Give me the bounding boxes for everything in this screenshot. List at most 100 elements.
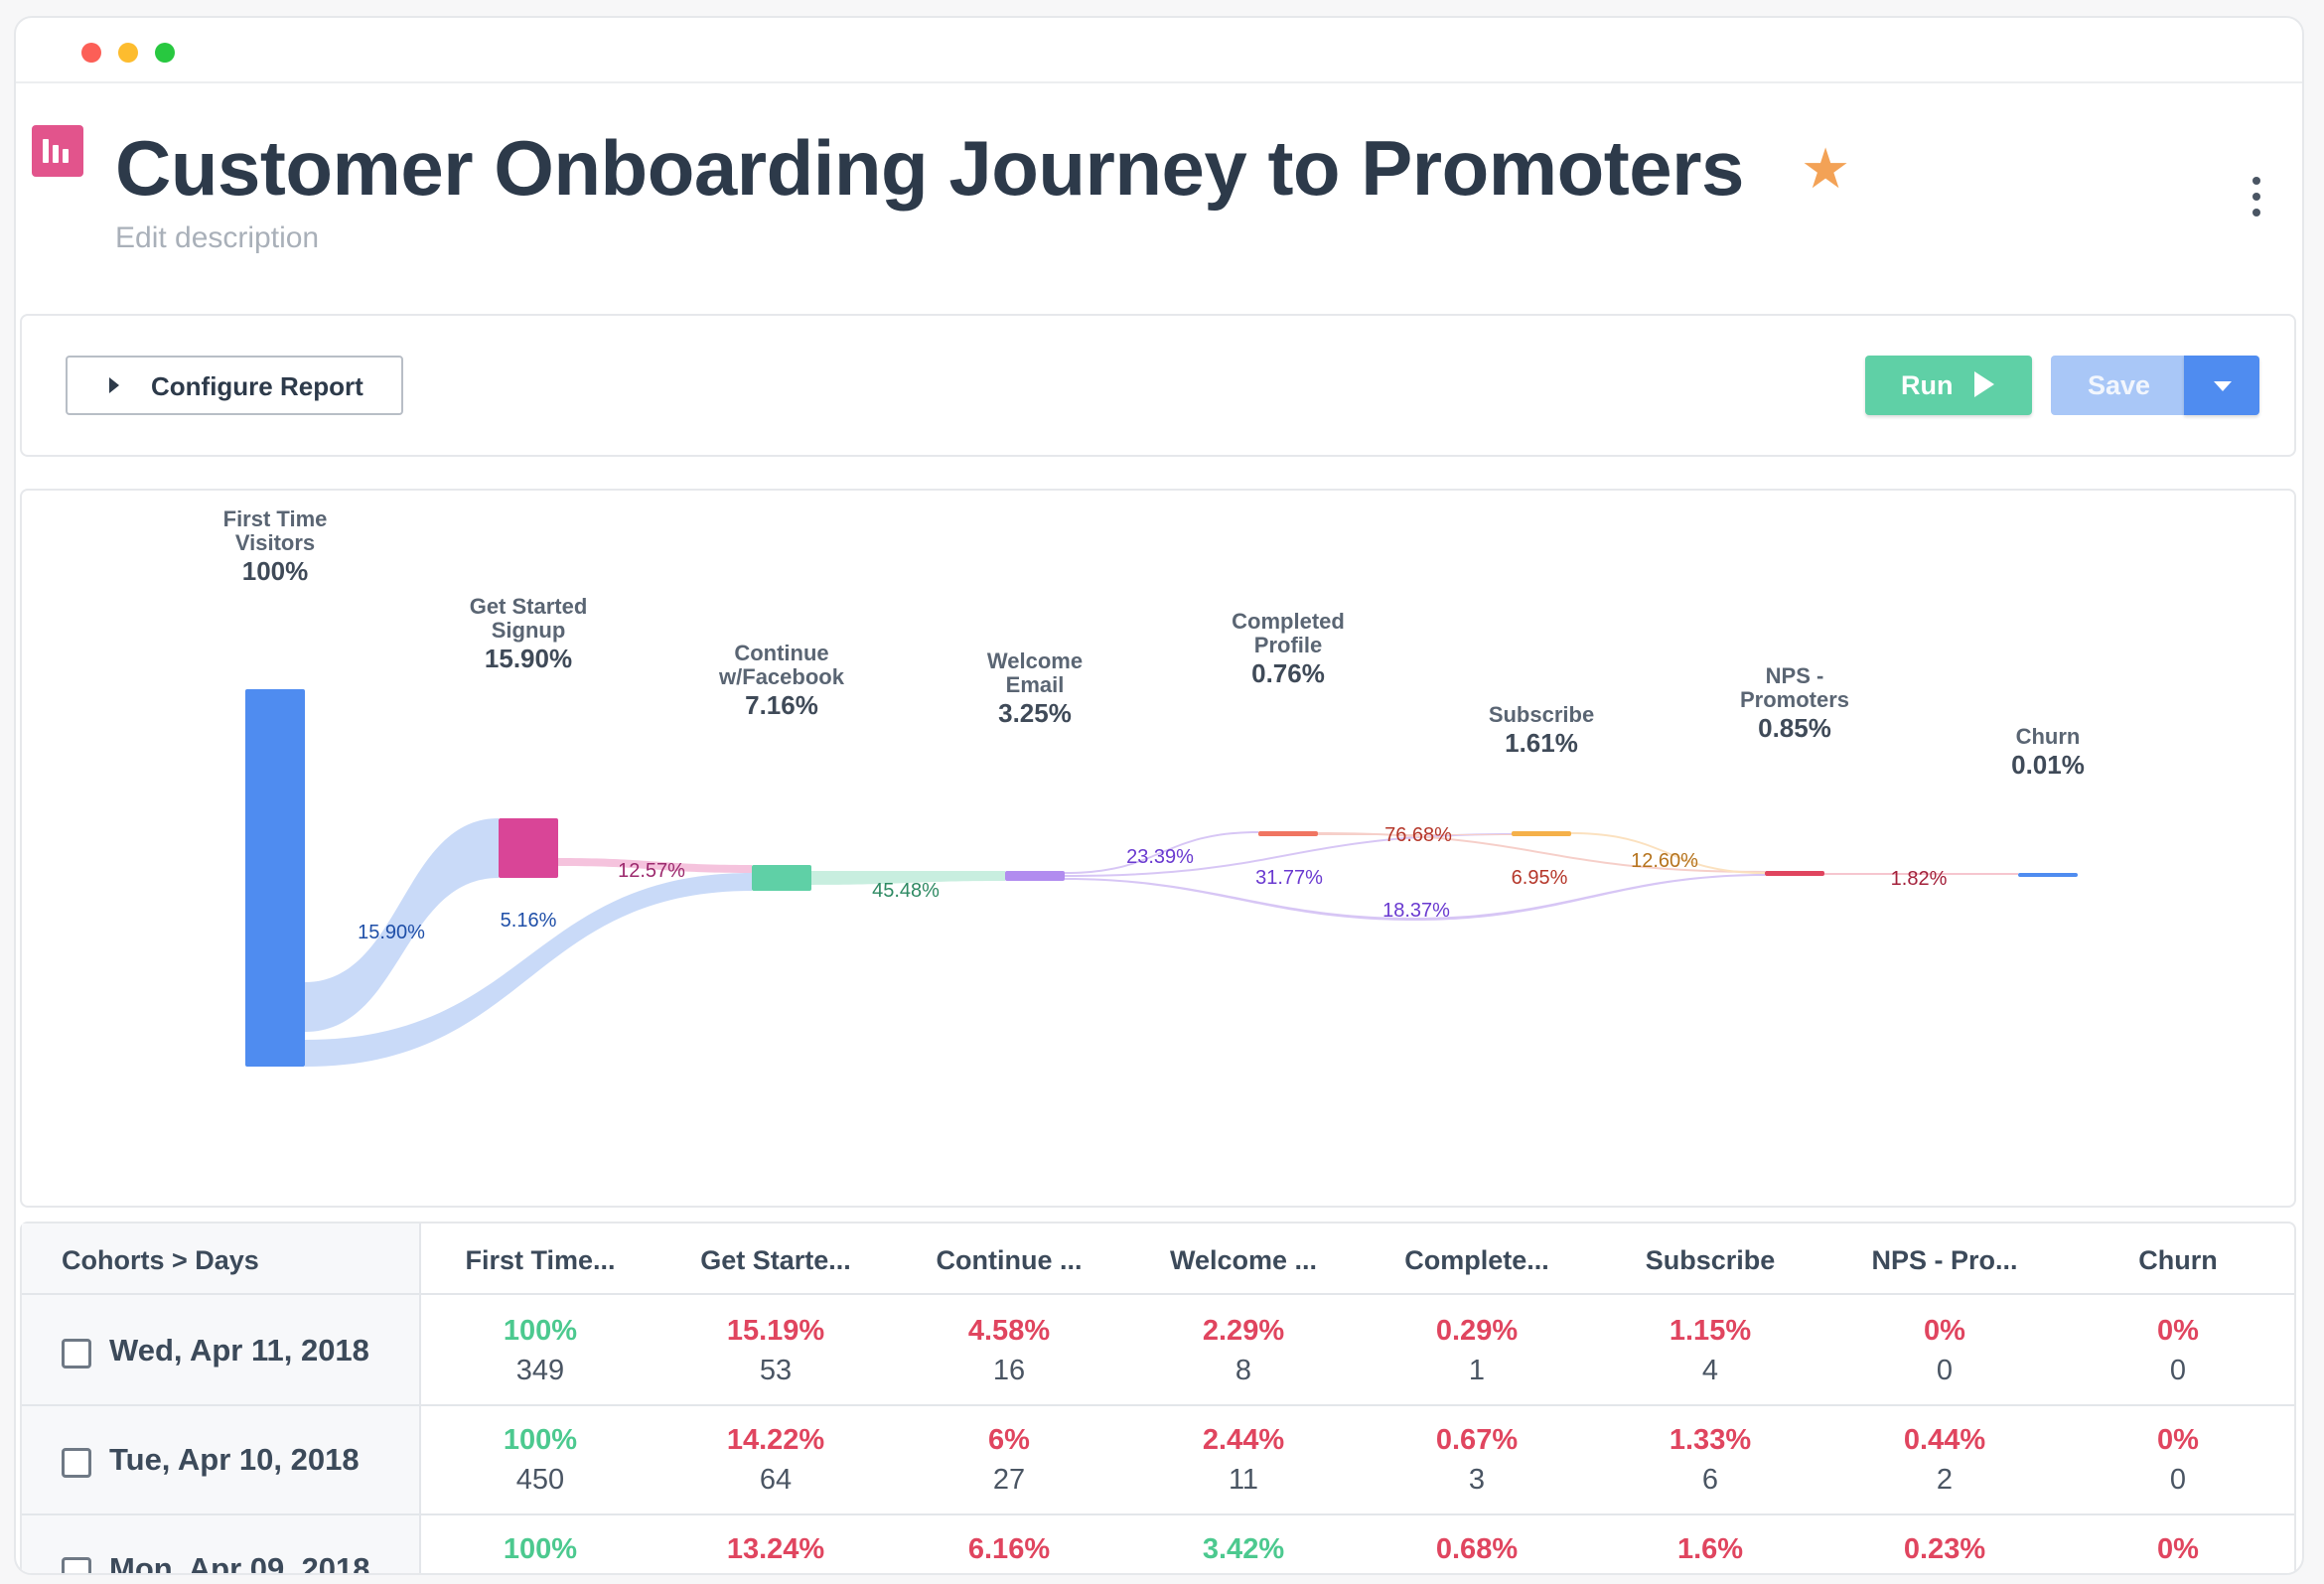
cell-percentage: 6% [988, 1424, 1030, 1456]
table-cell[interactable]: 100% 349 [441, 1297, 640, 1406]
maximize-window-button[interactable] [155, 43, 175, 63]
table-cell[interactable]: 0% 0 [1845, 1297, 2044, 1406]
minimize-window-button[interactable] [118, 43, 138, 63]
table-cell[interactable]: 0% 0 [2079, 1297, 2277, 1406]
sankey-link-label: 76.68% [1384, 824, 1452, 846]
column-header[interactable]: Complete... [1404, 1245, 1549, 1275]
app-window: Customer Onboarding Journey to Promoters… [14, 16, 2304, 1575]
sankey-node-name: Churn [2016, 724, 2081, 749]
table-cell[interactable]: 0.67% 3 [1378, 1406, 1576, 1515]
column-header[interactable]: Continue ... [936, 1245, 1083, 1275]
configure-report-label: Configure Report [151, 371, 363, 401]
table-cell[interactable]: 100% [441, 1515, 640, 1573]
sankey-node-welcome_email [1005, 871, 1065, 881]
table-cell[interactable]: 1.33% 6 [1611, 1406, 1810, 1515]
sankey-link-first_time_visitors-to-get_started_signup [305, 818, 499, 1032]
table-cell[interactable]: 4.58% 16 [910, 1297, 1108, 1406]
sankey-link-label: 23.39% [1126, 846, 1194, 868]
sankey-node-completed_profile [1258, 831, 1318, 836]
header-cohorts-days[interactable]: Cohorts > Days [62, 1245, 259, 1275]
cell-count: 64 [759, 1464, 793, 1496]
sankey-link-label: 45.48% [872, 880, 940, 902]
sankey-node-value: 3.25% [998, 698, 1072, 728]
sankey-node-name: Profile [1254, 633, 1322, 657]
column-header[interactable]: Get Starte... [700, 1245, 851, 1275]
cell-percentage: 100% [503, 1533, 578, 1565]
cell-percentage: 0.44% [1903, 1424, 1986, 1456]
cell-count: 0 [2169, 1464, 2187, 1496]
sankey-node-value: 1.61% [1505, 728, 1578, 758]
table-header: Cohorts > Days First Time... Get Starte..… [22, 1224, 2294, 1295]
sankey-link-label: 12.60% [1631, 850, 1698, 872]
sankey-node-name: NPS - [1766, 663, 1824, 688]
run-button[interactable]: Run [1865, 356, 2032, 415]
row-checkbox[interactable] [62, 1448, 91, 1478]
more-options-icon[interactable] [2249, 177, 2262, 216]
cell-percentage: 0.29% [1435, 1315, 1519, 1347]
column-header[interactable]: First Time... [465, 1245, 616, 1275]
row-checkbox[interactable] [62, 1339, 91, 1368]
sankey-node-value: 0.01% [2011, 750, 2085, 780]
sankey-link-welcome_email-to-subscribe [1065, 833, 1512, 877]
cell-percentage: 1.6% [1676, 1533, 1744, 1565]
sankey-link-nps_promoters-to-churn [1824, 873, 2018, 875]
cell-percentage: 14.22% [726, 1424, 825, 1456]
table-cell[interactable]: 2.44% 11 [1144, 1406, 1343, 1515]
table-cell[interactable]: 1.15% 4 [1611, 1297, 1810, 1406]
configure-report-button[interactable]: Configure Report [66, 356, 403, 415]
sankey-link-subscribe-to-completed_profile [1318, 834, 1512, 835]
sankey-node-name: Welcome [987, 648, 1083, 673]
table-cell[interactable]: 1.6% [1611, 1515, 1810, 1573]
table-cell[interactable]: 3.42% [1144, 1515, 1343, 1573]
cohort-table: Cohorts > Days First Time... Get Starte..… [20, 1222, 2296, 1573]
sankey-node-name: First Time [223, 506, 328, 531]
sankey-node-name: Subscribe [1489, 702, 1594, 727]
favorite-star-icon[interactable]: ★ [1801, 137, 1851, 200]
cell-count: 6 [1701, 1464, 1719, 1496]
cell-count: 16 [992, 1355, 1026, 1386]
cell-count: 53 [759, 1355, 793, 1386]
cell-percentage: 2.44% [1202, 1424, 1285, 1456]
table-cell[interactable]: 0% [2079, 1515, 2277, 1573]
column-header[interactable]: Subscribe [1645, 1245, 1776, 1275]
table-cell[interactable]: 13.24% [676, 1515, 875, 1573]
cell-percentage: 0% [2157, 1533, 2199, 1565]
sankey-node-value: 15.90% [485, 644, 572, 673]
save-button[interactable]: Save [2051, 356, 2184, 415]
cell-percentage: 100% [503, 1424, 578, 1456]
sankey-node-churn [2018, 873, 2078, 877]
column-header[interactable]: Churn [2138, 1245, 2218, 1275]
table-cell[interactable]: 0% 0 [2079, 1406, 2277, 1515]
table-cell[interactable]: 0.23% [1845, 1515, 2044, 1573]
caret-right-icon [109, 377, 119, 393]
sankey-node-subscribe [1512, 831, 1571, 836]
column-header[interactable]: Welcome ... [1169, 1245, 1318, 1275]
table-cell[interactable]: 14.22% 64 [676, 1406, 875, 1515]
table-cell[interactable]: 0.68% [1378, 1515, 1576, 1573]
column-header[interactable]: NPS - Pro... [1871, 1245, 2018, 1275]
table-cell[interactable]: 100% 450 [441, 1406, 640, 1515]
table-cell[interactable]: 15.19% 53 [676, 1297, 875, 1406]
cell-count: 0 [1936, 1355, 1954, 1386]
table-cell[interactable]: 0.29% 1 [1378, 1297, 1576, 1406]
sankey-link-label: 5.16% [501, 910, 557, 932]
sankey-node-name: Signup [492, 618, 566, 643]
table-cell[interactable]: 0.44% 2 [1845, 1406, 2044, 1515]
edit-description[interactable]: Edit description [115, 221, 320, 254]
table-cell[interactable]: 6% 27 [910, 1406, 1108, 1515]
run-label: Run [1901, 370, 1954, 400]
sankey-link-subscribe-to-nps_promoters [1571, 832, 1765, 874]
cell-percentage: 1.33% [1669, 1424, 1752, 1456]
sankey-node-name: Promoters [1740, 687, 1849, 712]
cell-percentage: 0.67% [1435, 1424, 1519, 1456]
table-cell[interactable]: 2.29% 8 [1144, 1297, 1343, 1406]
close-window-button[interactable] [81, 43, 101, 63]
cell-percentage: 3.42% [1202, 1533, 1285, 1565]
sankey-link-label: 15.90% [358, 922, 425, 943]
cell-count: 0 [2169, 1355, 2187, 1386]
save-options-dropdown[interactable] [2184, 356, 2259, 415]
sankey-node-continue_facebook [752, 865, 811, 891]
row-checkbox[interactable] [62, 1557, 91, 1573]
table-cell[interactable]: 6.16% [910, 1515, 1108, 1573]
sankey-link-welcome_email-to-nps_promoters [1065, 874, 1765, 921]
